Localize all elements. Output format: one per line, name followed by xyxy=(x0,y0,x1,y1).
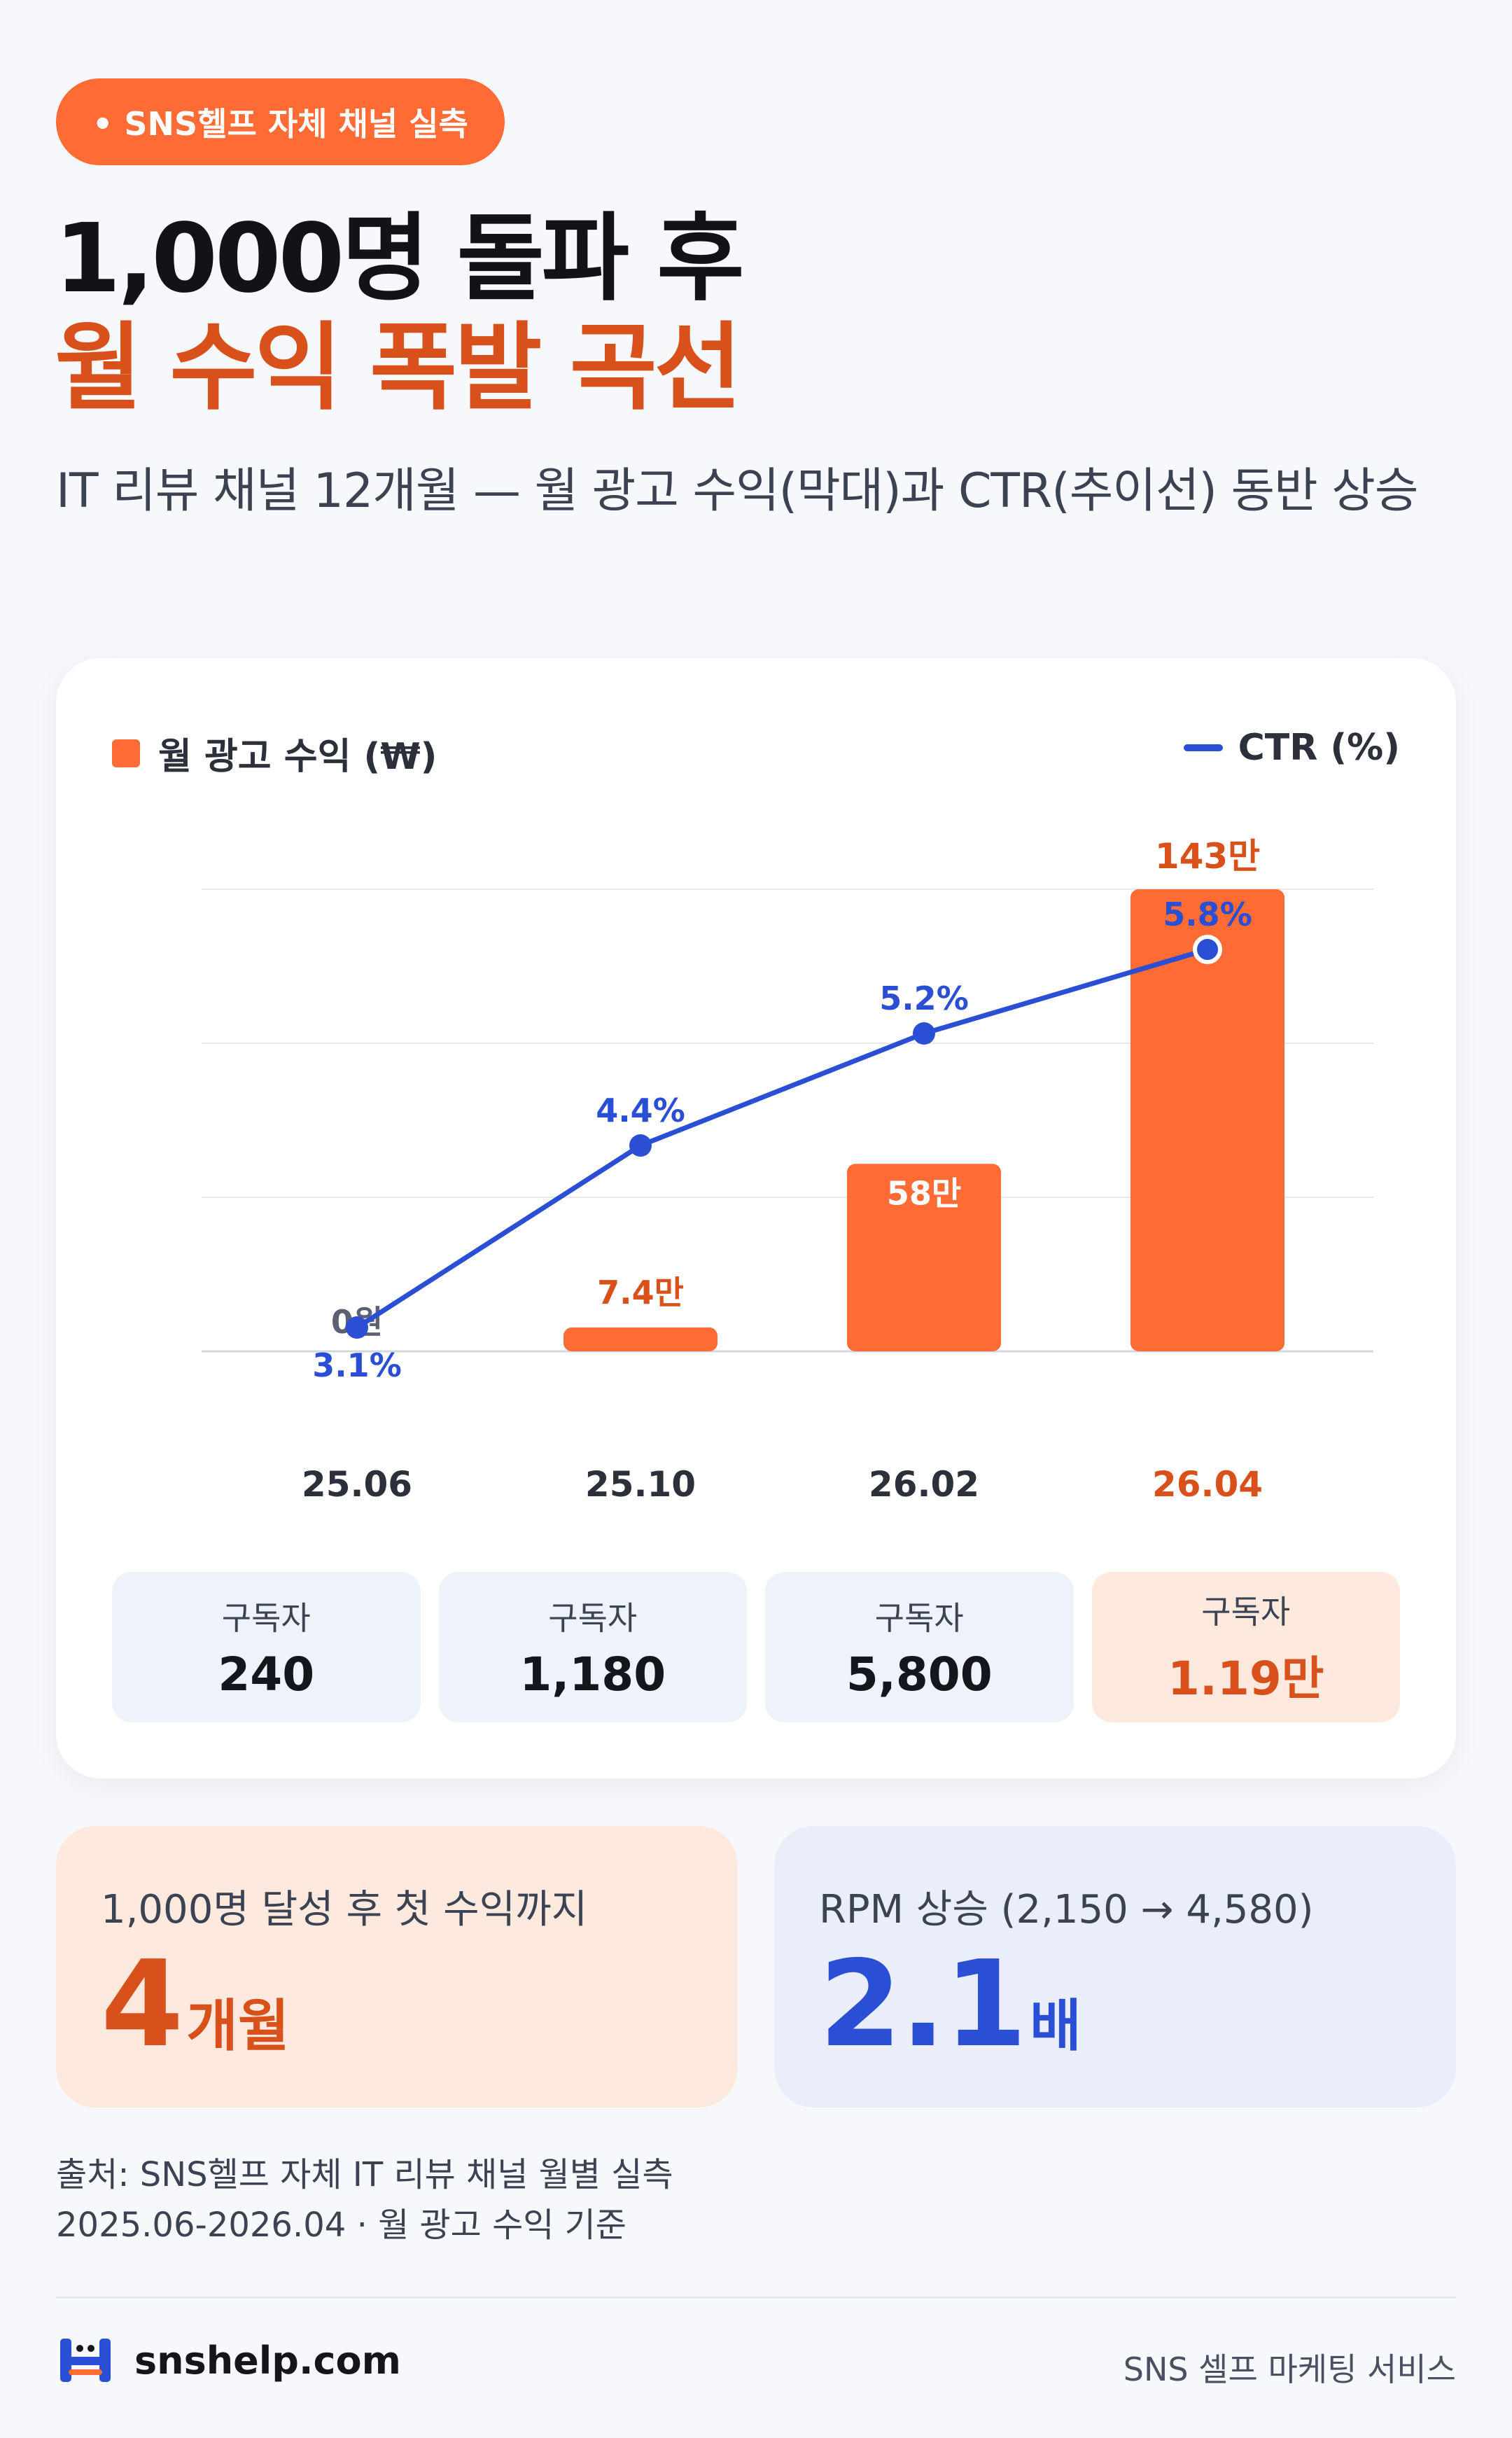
subscriber-box-4: 구독자 1.19만 xyxy=(1091,1572,1400,1722)
subscriber-value: 5,800 xyxy=(846,1648,993,1701)
bar-26.04 xyxy=(1130,889,1284,1351)
page-title-line1: 1,000명 돌파 후 xyxy=(55,204,744,314)
stat-unit: 개월 xyxy=(186,1993,290,2059)
subscriber-label: 구독자 xyxy=(221,1599,311,1637)
ctr-label-25.10: 4.4% xyxy=(596,1092,685,1129)
channel-badge: • SNS헬프 자체 채널 실측 xyxy=(56,78,505,165)
ctr-point-25.06 xyxy=(346,1316,368,1339)
subscriber-label: 구독자 xyxy=(874,1599,964,1637)
legend-line-swatch xyxy=(1183,744,1223,751)
subscriber-box-1: 구독자 240 xyxy=(112,1572,421,1722)
stat-value: 4개월 xyxy=(101,1945,290,2064)
page-title-line2: 월 수익 폭발 곡선 xyxy=(55,313,742,424)
subscriber-value: 240 xyxy=(218,1648,315,1701)
legend-revenue-label: 월 광고 수익 (₩) xyxy=(158,736,438,778)
footer-site-link[interactable]: snshelp.com xyxy=(134,2339,401,2383)
subscriber-box-3: 구독자 5,800 xyxy=(765,1572,1074,1722)
legend-ctr: CTR (%) xyxy=(1183,727,1400,769)
bar-25.10 xyxy=(564,1327,718,1351)
stat-unit: 배 xyxy=(1030,1993,1082,2059)
bar-26.02 xyxy=(847,1164,1001,1351)
x-tick-26.04: 26.04 xyxy=(1152,1464,1263,1505)
ctr-label-26.04: 5.8% xyxy=(1163,896,1252,933)
ctr-point-25.10 xyxy=(629,1134,652,1157)
snshelp-logo-icon[interactable] xyxy=(59,2336,112,2385)
footer-tagline: SNS 셀프 마케팅 서비스 xyxy=(1123,2350,1456,2388)
stat-label: 1,000명 달성 후 첫 수익까지 xyxy=(101,1887,588,1932)
revenue-ctr-chart: 0원7.4만58만143만3.1%4.4%5.2%5.8%25.0625.102… xyxy=(202,836,1373,1505)
subscriber-value: 1.19만 xyxy=(1167,1651,1324,1706)
x-tick-25.10: 25.10 xyxy=(585,1464,696,1505)
subscriber-label: 구독자 xyxy=(548,1599,638,1637)
stat-first-revenue: 1,000명 달성 후 첫 수익까지 4개월 xyxy=(56,1826,738,2108)
source-note: 출처: SNS헬프 자체 IT 리뷰 채널 월별 실측 2025.06-2026… xyxy=(56,2150,673,2250)
source-line-1: 출처: SNS헬프 자체 IT 리뷰 채널 월별 실측 xyxy=(56,2155,673,2194)
source-line-2: 2025.06-2026.04 · 월 광고 수익 기준 xyxy=(56,2206,626,2245)
page-subtitle: IT 리뷰 채널 12개월 — 월 광고 수익(막대)과 CTR(추이선) 동반… xyxy=(56,464,1418,519)
ctr-line xyxy=(354,947,1210,1330)
stat-number: 2.1 xyxy=(819,1935,1027,2074)
ctr-label-25.06: 3.1% xyxy=(312,1346,402,1384)
stat-value: 2.1배 xyxy=(819,1945,1082,2064)
bar-label-25.10: 7.4만 xyxy=(597,1274,684,1311)
legend-ctr-label: CTR (%) xyxy=(1238,727,1400,769)
stat-rpm: RPM 상승 (2,150 → 4,580) 2.1배 xyxy=(774,1826,1456,2108)
stat-number: 4 xyxy=(101,1935,183,2074)
subscriber-value: 1,180 xyxy=(519,1648,666,1701)
subscriber-label: 구독자 xyxy=(1201,1592,1291,1631)
subscriber-row: 구독자 240 구독자 1,180 구독자 5,800 구독자 1.19만 xyxy=(112,1572,1400,1722)
legend-revenue: 월 광고 수익 (₩) xyxy=(112,727,437,779)
subscriber-box-2: 구독자 1,180 xyxy=(438,1572,747,1722)
x-tick-25.06: 25.06 xyxy=(302,1464,412,1505)
bar-label-26.04: 143만 xyxy=(1155,836,1260,877)
x-tick-26.02: 26.02 xyxy=(869,1464,979,1505)
footer-divider xyxy=(56,2297,1456,2299)
ctr-label-26.02: 5.2% xyxy=(879,980,969,1017)
legend-bar-swatch xyxy=(112,739,140,767)
stat-label: RPM 상승 (2,150 → 4,580) xyxy=(819,1887,1314,1932)
ctr-point-26.04 xyxy=(1193,935,1222,964)
ctr-point-26.02 xyxy=(913,1022,935,1045)
chart-card: 월 광고 수익 (₩) CTR (%) 0원7.4만58만143만3.1%4.4… xyxy=(56,658,1456,1778)
bar-label-26.02: 58만 xyxy=(887,1174,961,1212)
